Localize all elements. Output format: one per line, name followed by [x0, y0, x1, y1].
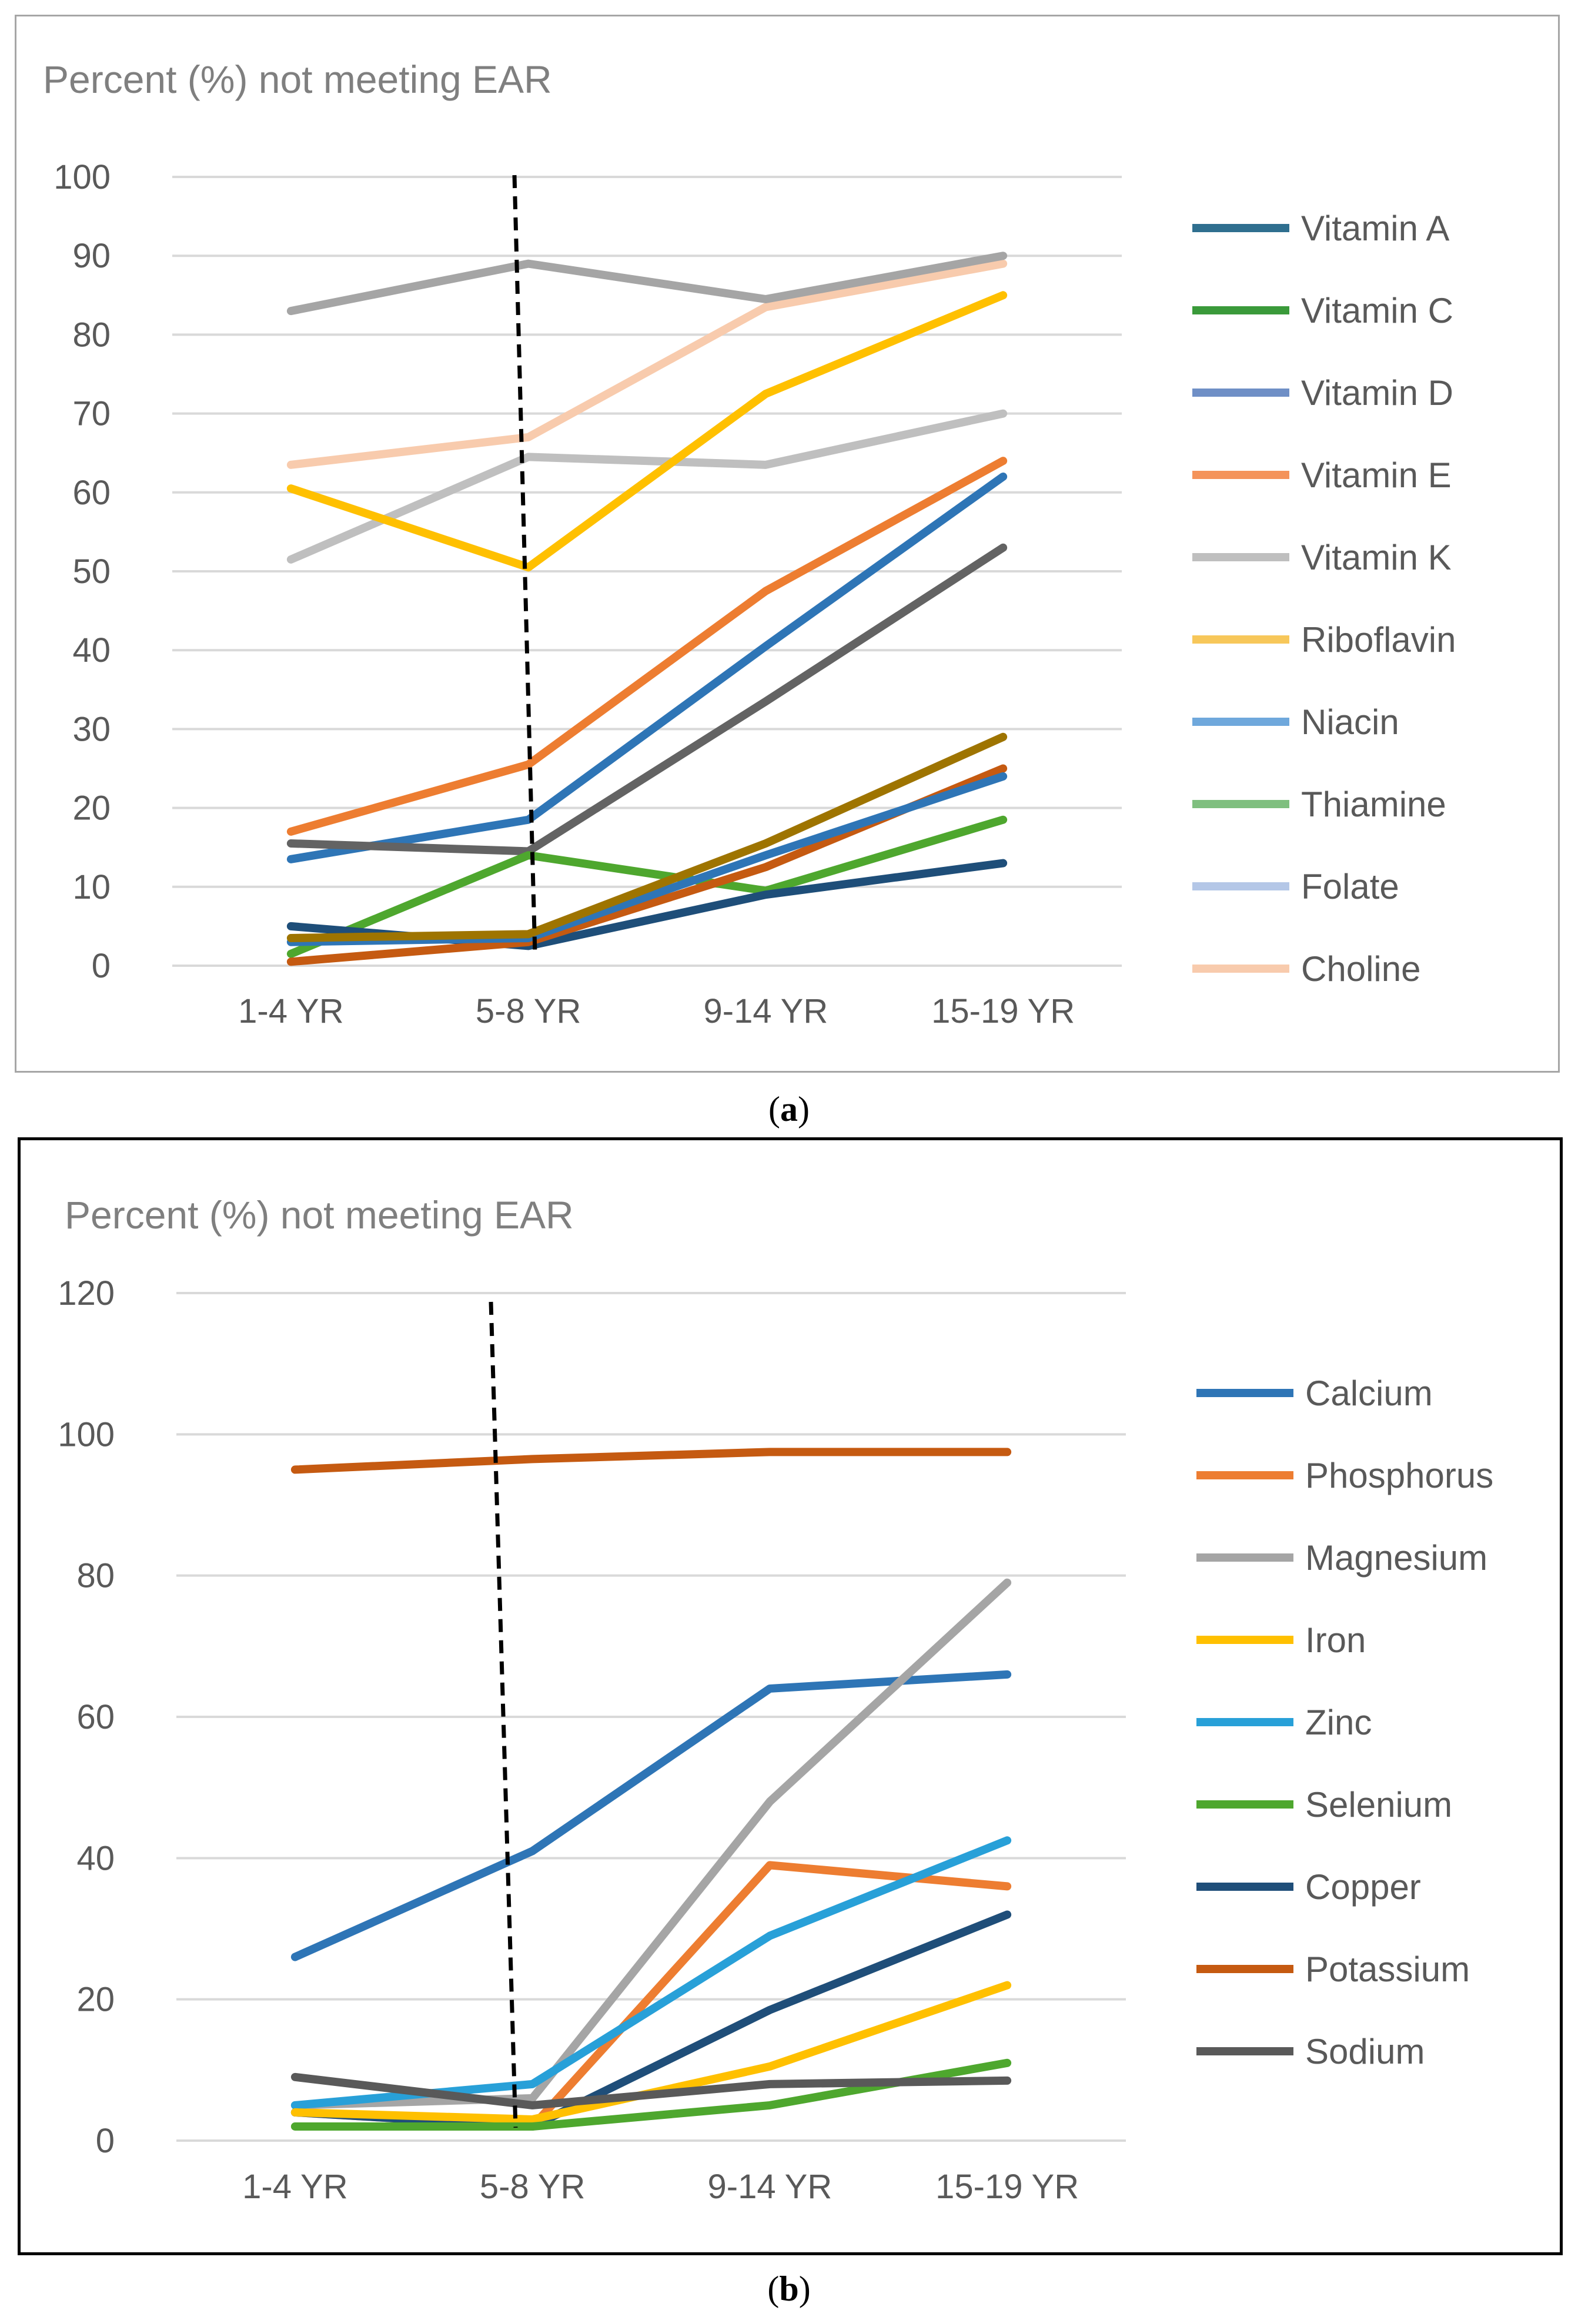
legend-label: Iron — [1305, 1620, 1366, 1660]
legend-label: Thiamine — [1301, 785, 1446, 824]
series-line — [290, 2072, 1012, 2109]
legend-label: Phosphorus — [1305, 1456, 1493, 1495]
legend-label: Zinc — [1305, 1703, 1372, 1742]
x-tick-label: 1-4 YR — [242, 2168, 347, 2206]
y-tick-label: 30 — [72, 710, 111, 748]
y-tick-label: 40 — [76, 1839, 115, 1877]
y-axis-title: Percent (%) not meeting EAR — [43, 58, 552, 101]
series-line — [286, 252, 1008, 316]
age-divider-line — [512, 175, 537, 955]
y-tick-label: 20 — [72, 789, 111, 828]
legend-label: Calcium — [1305, 1374, 1433, 1413]
legend-label: Magnesium — [1305, 1538, 1487, 1578]
chart-panel-a: Percent (%) not meeting EAR 0 10 20 30 40 50 60… — [15, 15, 1560, 1073]
y-tick-label: 60 — [72, 474, 111, 512]
y-tick-label: 40 — [72, 631, 111, 669]
line-chart-a: Percent (%) not meeting EAR 0 10 20 30 40 50 60… — [43, 58, 1456, 1030]
y-tick-label: 60 — [76, 1698, 115, 1736]
series-line — [286, 259, 1008, 469]
legend-label: Riboflavin — [1301, 620, 1456, 659]
y-axis-title: Percent (%) not meeting EAR — [65, 1193, 574, 1237]
y-tick-label: 20 — [76, 1981, 115, 2019]
x-tick-label: 15-19 YR — [935, 2168, 1079, 2206]
series-line — [286, 457, 1008, 836]
legend-label: Folate — [1301, 867, 1399, 906]
legend-label: Vitamin C — [1301, 291, 1453, 330]
y-tick-label: 80 — [72, 316, 111, 354]
legend-label: Selenium — [1305, 1785, 1452, 1824]
caption-a-label: a — [780, 1090, 798, 1128]
series-line — [286, 409, 1008, 564]
legend-label: Choline — [1301, 949, 1420, 989]
y-tick-label: 80 — [76, 1557, 115, 1595]
legend-label: Vitamin A — [1301, 209, 1449, 248]
y-tick-label: 0 — [92, 947, 111, 985]
y-tick-label: 100 — [58, 1415, 115, 1454]
legend-label: Vitamin D — [1301, 373, 1453, 413]
legend-label: Sodium — [1305, 2032, 1425, 2071]
x-tick-label: 9-14 YR — [708, 2168, 833, 2206]
caption-a: (a) — [768, 1090, 810, 1128]
legend-label: Potassium — [1305, 1950, 1470, 1989]
legend-label: Niacin — [1301, 702, 1399, 742]
y-tick-label: 100 — [54, 158, 111, 196]
series-line — [286, 732, 1008, 943]
series-line — [290, 1670, 1012, 1961]
legend-label: Copper — [1305, 1867, 1421, 1907]
y-tick-label: 0 — [96, 2122, 115, 2160]
x-tick-label: 5-8 YR — [480, 2168, 585, 2206]
legend-label: Vitamin E — [1301, 456, 1452, 495]
x-tick-label: 15-19 YR — [931, 992, 1075, 1030]
line-chart-b: Percent (%) not meeting EAR 0 20 40 60 80 100 1… — [58, 1193, 1493, 2206]
caption-b: (b) — [767, 2269, 811, 2308]
x-tick-label: 9-14 YR — [704, 992, 828, 1030]
series-line — [286, 291, 1008, 572]
y-tick-label: 10 — [72, 868, 111, 906]
y-tick-label: 90 — [72, 237, 111, 275]
x-tick-label: 1-4 YR — [238, 992, 343, 1030]
y-tick-label: 70 — [72, 395, 111, 433]
age-divider-line — [489, 1301, 518, 2128]
x-tick-label: 5-8 YR — [476, 992, 581, 1030]
series-line — [286, 472, 1008, 863]
legend-label: Vitamin K — [1301, 538, 1452, 577]
series-line — [290, 1448, 1012, 1474]
caption-b-label: b — [779, 2269, 799, 2308]
chart-panel-b: Percent (%) not meeting EAR 0 20 40 60 80 100 1… — [18, 1137, 1563, 2255]
series-line — [286, 543, 1008, 856]
series-line — [290, 1578, 1012, 2109]
y-tick-label: 50 — [72, 552, 111, 591]
series-line — [286, 815, 1008, 958]
y-tick-label: 120 — [58, 1274, 115, 1312]
